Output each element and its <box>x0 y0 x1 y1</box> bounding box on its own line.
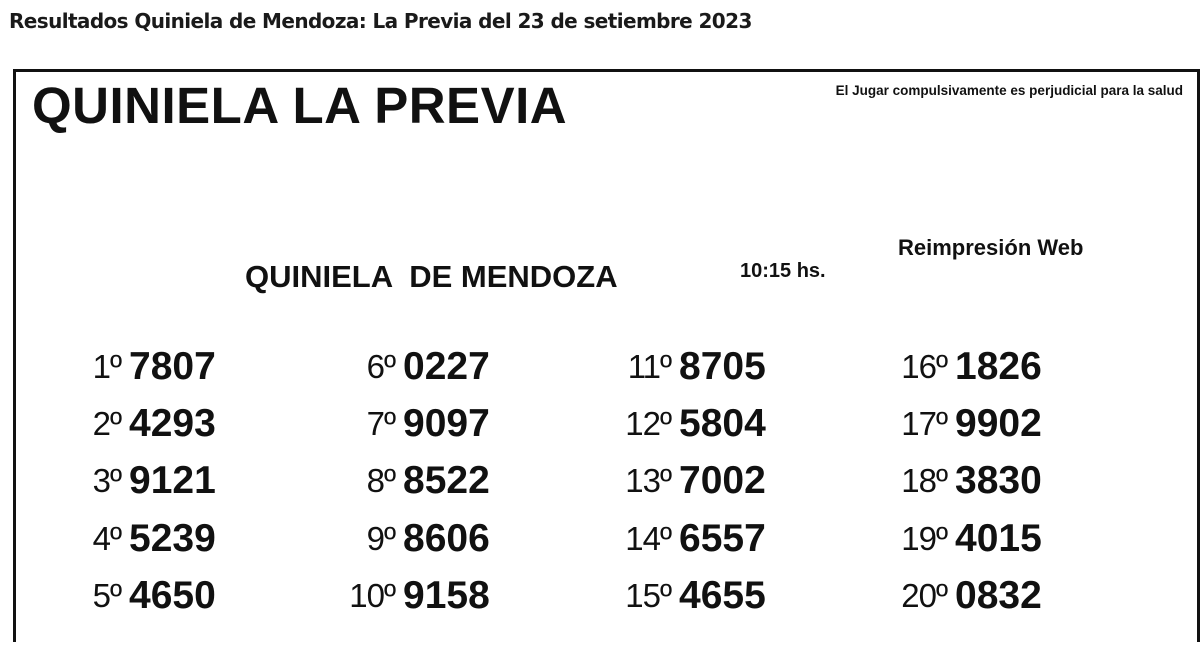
ticket-subtitle: QUINIELA DE MENDOZA <box>245 259 618 294</box>
result-row: 11º 8705 <box>561 338 766 395</box>
ticket-title: QUINIELA LA PREVIA <box>32 77 568 134</box>
result-row: 20º 0832 <box>837 567 1042 624</box>
result-row: 13º 7002 <box>561 453 766 510</box>
result-position: 12º <box>625 404 672 442</box>
result-row: 10º 9158 <box>285 567 490 624</box>
result-position: 17º <box>901 404 948 442</box>
result-position: 8º <box>366 462 396 500</box>
result-number: 3830 <box>955 459 1042 503</box>
result-number: 1826 <box>955 344 1042 388</box>
result-number: 9902 <box>955 401 1042 445</box>
results-ticket: QUINIELA LA PREVIA El Jugar compulsivame… <box>13 69 1200 642</box>
result-position: 4º <box>92 519 122 557</box>
result-row: 4º 5239 <box>11 510 216 567</box>
result-row: 15º 4655 <box>561 567 766 624</box>
result-position: 20º <box>901 576 948 614</box>
reprint-label: Reimpresión Web <box>898 235 1084 260</box>
result-row: 2º 4293 <box>11 395 216 452</box>
results-column: 6º 0227 7º 9097 8º 8522 9º 8606 10º 9158 <box>285 338 490 624</box>
result-row: 12º 5804 <box>561 395 766 452</box>
gambling-warning: El Jugar compulsivamente es perjudicial … <box>835 83 1183 98</box>
result-number: 0227 <box>403 344 490 388</box>
result-number: 9158 <box>403 573 490 617</box>
result-row: 19º 4015 <box>837 510 1042 567</box>
result-row: 3º 9121 <box>11 453 216 510</box>
result-row: 18º 3830 <box>837 453 1042 510</box>
result-number: 8705 <box>679 344 766 388</box>
result-position: 13º <box>625 462 672 500</box>
result-position: 7º <box>366 404 396 442</box>
result-number: 4015 <box>955 516 1042 560</box>
results-column: 1º 7807 2º 4293 3º 9121 4º 5239 5º 4650 <box>11 338 216 624</box>
result-row: 1º 7807 <box>11 338 216 395</box>
result-row: 14º 6557 <box>561 510 766 567</box>
result-number: 8522 <box>403 459 490 503</box>
result-position: 16º <box>901 347 948 385</box>
result-row: 5º 4650 <box>11 567 216 624</box>
result-number: 4293 <box>129 401 216 445</box>
result-row: 9º 8606 <box>285 510 490 567</box>
result-number: 6557 <box>679 516 766 560</box>
result-number: 9121 <box>129 459 216 503</box>
result-number: 5239 <box>129 516 216 560</box>
result-row: 8º 8522 <box>285 453 490 510</box>
result-position: 19º <box>901 519 948 557</box>
results-column: 16º 1826 17º 9902 18º 3830 19º 4015 20º 0832 <box>837 338 1042 624</box>
result-position: 18º <box>901 462 948 500</box>
result-row: 7º 9097 <box>285 395 490 452</box>
result-row: 17º 9902 <box>837 395 1042 452</box>
results-column: 11º 8705 12º 5804 13º 7002 14º 6557 15º 4655 <box>561 338 766 624</box>
result-row: 6º 0227 <box>285 338 490 395</box>
result-number: 7002 <box>679 459 766 503</box>
result-number: 5804 <box>679 401 766 445</box>
result-number: 0832 <box>955 573 1042 617</box>
result-position: 3º <box>92 462 122 500</box>
result-number: 4650 <box>129 573 216 617</box>
result-position: 5º <box>92 576 122 614</box>
result-row: 16º 1826 <box>837 338 1042 395</box>
result-position: 11º <box>627 347 672 385</box>
result-position: 2º <box>92 404 122 442</box>
result-number: 9097 <box>403 401 490 445</box>
result-position: 1º <box>92 347 122 385</box>
result-position: 14º <box>625 519 672 557</box>
draw-time: 10:15 hs. <box>740 260 826 282</box>
result-number: 4655 <box>679 573 766 617</box>
result-position: 10º <box>349 576 396 614</box>
page-heading: Resultados Quiniela de Mendoza: La Previ… <box>9 9 752 33</box>
result-number: 8606 <box>403 516 490 560</box>
result-number: 7807 <box>129 344 216 388</box>
result-position: 6º <box>366 347 396 385</box>
result-position: 15º <box>625 576 672 614</box>
result-position: 9º <box>366 519 396 557</box>
